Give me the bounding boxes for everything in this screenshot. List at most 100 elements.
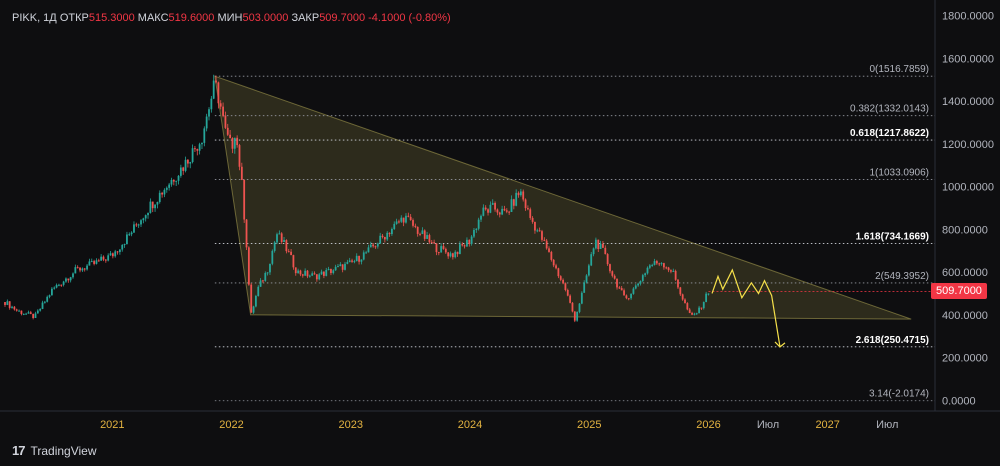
candle-body <box>679 287 682 295</box>
candle-body <box>198 144 201 151</box>
candle-body <box>597 239 600 250</box>
candle-body <box>606 254 609 265</box>
symbol-label[interactable]: PIKK, 1Д <box>12 12 57 24</box>
candle-body <box>36 310 39 314</box>
candle-body <box>48 295 51 297</box>
candle-body <box>419 233 421 235</box>
fib-level-label: 2.618(250.4715) <box>856 335 929 346</box>
x-tick-label: 2027 <box>815 419 839 431</box>
fib-level-label: 1.618(734.1669) <box>856 231 929 242</box>
tradingview-logo-icon: 17 <box>12 443 26 458</box>
candle-body <box>217 82 220 104</box>
candle-body <box>466 239 468 247</box>
candle-body <box>655 261 658 264</box>
candle-body <box>135 224 138 226</box>
candle-body <box>447 252 450 257</box>
candle-body <box>667 267 670 271</box>
candle-body <box>393 223 396 229</box>
candle-body <box>259 280 262 287</box>
candle-body <box>660 263 663 265</box>
candle-body <box>672 270 675 272</box>
candle-body <box>599 243 602 250</box>
candle-body <box>53 287 56 289</box>
candle-body <box>412 220 414 226</box>
candle-body <box>437 252 440 254</box>
candle-body <box>355 255 358 262</box>
candle-body <box>344 263 346 270</box>
candle-body <box>107 255 110 261</box>
candle-body <box>421 230 424 235</box>
candle-body <box>395 221 398 224</box>
candle-body <box>695 313 698 315</box>
candle-body <box>210 98 213 110</box>
candle-body <box>426 235 428 239</box>
candle-body <box>379 235 382 244</box>
candle-body <box>219 103 222 107</box>
candle-body <box>280 233 283 243</box>
candle-body <box>339 264 342 267</box>
candle-body <box>435 243 438 253</box>
candle-body <box>301 274 304 276</box>
candle-body <box>222 106 224 116</box>
candle-body <box>630 293 632 299</box>
candle-body <box>240 166 243 180</box>
candle-body <box>290 251 292 256</box>
candle-body <box>161 192 164 195</box>
candle-body <box>632 288 635 294</box>
candle-body <box>372 244 375 247</box>
candle-body <box>557 268 560 277</box>
candle-body <box>534 221 536 231</box>
candle-body <box>81 268 84 271</box>
candle-body <box>208 109 210 117</box>
candle-body <box>170 179 173 185</box>
candle-body <box>648 265 651 268</box>
candle-body <box>32 313 35 318</box>
candle-body <box>294 267 297 274</box>
candle-body <box>480 215 482 220</box>
candle-body <box>686 303 689 310</box>
candle-body <box>201 142 203 145</box>
candle-body <box>653 261 656 265</box>
y-tick-label: 0.0000 <box>942 395 976 407</box>
candle-body <box>468 239 471 244</box>
candle-body <box>602 243 604 248</box>
projection-path <box>711 268 781 347</box>
y-tick-label: 400.0000 <box>942 310 988 322</box>
fib-level-label: 1(1033.0906) <box>870 168 930 179</box>
candle-body <box>154 204 156 209</box>
candle-body <box>609 264 611 272</box>
candle-body <box>637 283 640 286</box>
x-tick-label: Июл <box>757 419 779 431</box>
candle-body <box>55 284 58 288</box>
candle-body <box>311 273 314 276</box>
y-tick-label: 1800.0000 <box>942 11 994 23</box>
candle-body <box>79 267 81 271</box>
candle-body <box>187 159 189 164</box>
candle-body <box>552 259 555 266</box>
candle-body <box>111 253 114 257</box>
y-tick-label: 1200.0000 <box>942 139 994 151</box>
candle-body <box>182 167 185 171</box>
candle-body <box>651 264 654 266</box>
candle-body <box>196 149 199 151</box>
candle-body <box>391 228 393 235</box>
tradingview-brand[interactable]: 17 TradingView <box>12 443 97 458</box>
candle-body <box>566 290 569 296</box>
candle-body <box>564 283 567 291</box>
candle-body <box>20 310 23 314</box>
candle-body <box>41 302 44 309</box>
brand-name: TradingView <box>30 443 97 458</box>
candle-body <box>573 311 576 321</box>
candle-body <box>332 270 335 274</box>
candle-body <box>18 310 20 312</box>
candle-body <box>29 312 32 314</box>
fib-level-label: 0.618(1217.8622) <box>850 128 929 139</box>
projection-arrowhead <box>774 341 786 348</box>
candle-body <box>585 275 588 283</box>
candle-body <box>65 278 67 282</box>
candle-body <box>243 179 246 220</box>
candle-body <box>320 271 323 275</box>
candle-body <box>133 224 135 233</box>
candle-body <box>147 212 149 216</box>
